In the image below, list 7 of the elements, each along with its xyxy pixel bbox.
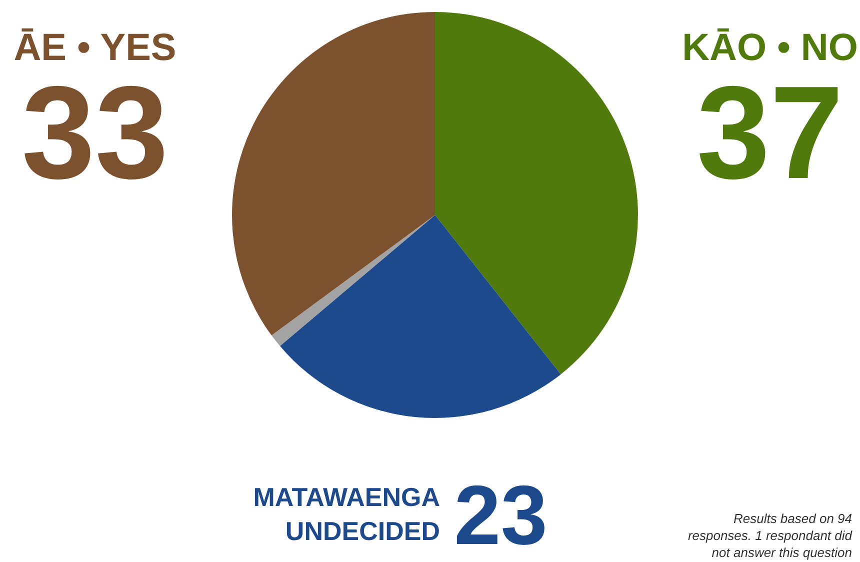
data-label: 23 — [454, 468, 548, 562]
slice-label: MATAWAENGA UNDECIDED — [253, 482, 440, 546]
pie-slice — [272, 215, 435, 346]
pie-slice — [232, 12, 435, 336]
pie-slice — [435, 12, 638, 374]
pie-slice — [280, 215, 561, 418]
text: Results based on 94 responses. 1 respondant did not answer this question — [688, 511, 853, 560]
